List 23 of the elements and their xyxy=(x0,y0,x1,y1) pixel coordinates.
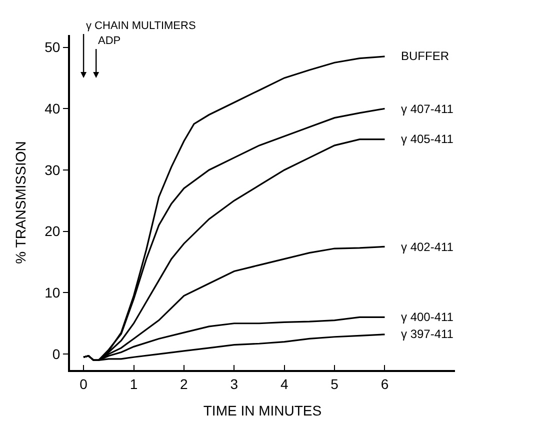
series-label: γ 402-411 xyxy=(401,240,454,254)
x-tick-label: 5 xyxy=(330,376,339,392)
x-tick-label: 3 xyxy=(230,376,238,392)
y-tick-label: 30 xyxy=(44,162,60,178)
x-tick-label: 6 xyxy=(380,376,389,392)
x-tick-label: 4 xyxy=(280,376,288,392)
series-label: γ 397-411 xyxy=(401,327,454,341)
x-tick-label: 1 xyxy=(130,376,138,392)
series-label: BUFFER xyxy=(401,49,450,63)
series-label: γ 405-411 xyxy=(401,132,454,146)
text: γ CHAIN MULTIMERS xyxy=(86,20,196,32)
y-tick-label: 0 xyxy=(52,346,60,362)
x-axis-title: TIME IN MINUTES xyxy=(203,402,322,419)
x-tick-label: 0 xyxy=(80,376,88,392)
y-tick-label: 40 xyxy=(44,100,60,117)
annotation: ADP xyxy=(98,35,121,47)
y-tick-label: 20 xyxy=(44,223,60,240)
series-label: γ 407-411 xyxy=(401,102,454,116)
y-axis-title: % TRANSMISSION xyxy=(12,141,29,264)
series-label: γ 400-411 xyxy=(401,310,454,324)
x-tick-label: 2 xyxy=(180,376,188,392)
y-tick-label: 10 xyxy=(44,284,60,301)
y-tick-label: 50 xyxy=(44,39,60,56)
